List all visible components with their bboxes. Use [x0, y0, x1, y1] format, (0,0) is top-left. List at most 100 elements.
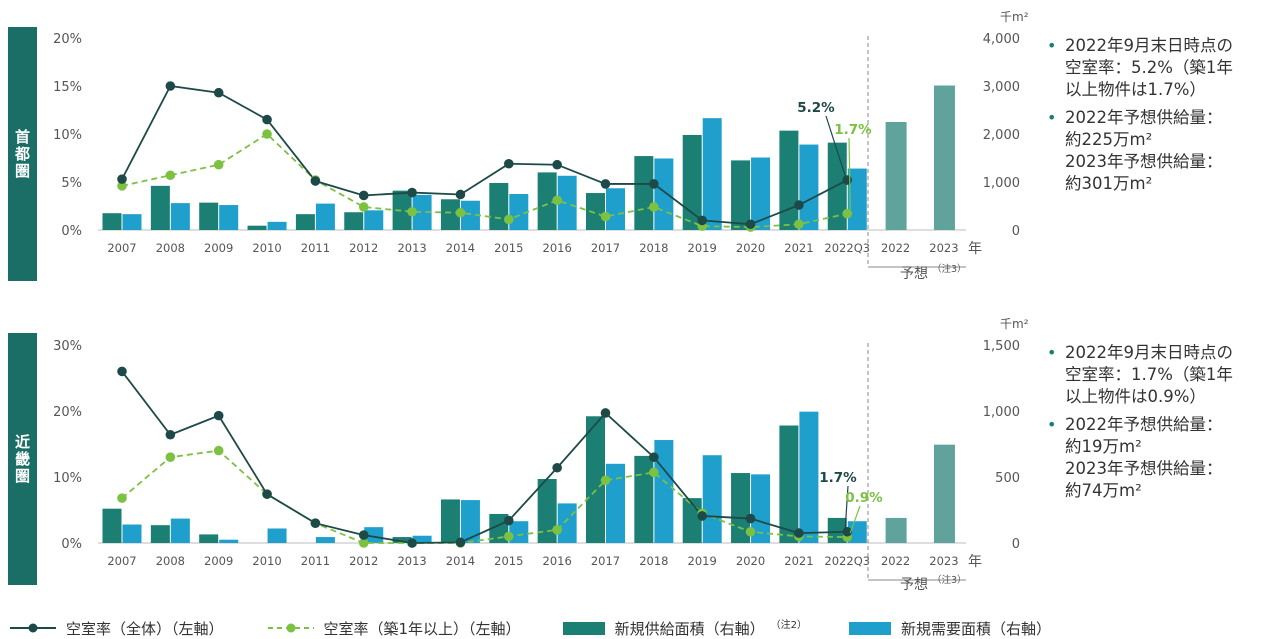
x-tick-label: 2009: [204, 554, 233, 568]
legend-note: （注2）: [770, 619, 807, 631]
supply-bar: [537, 172, 557, 230]
demand-bar: [557, 175, 577, 230]
y-right-tick-label: 4,000: [983, 32, 1020, 47]
vacancy-new-point: [407, 206, 417, 217]
vacancy-all-point: [358, 530, 369, 540]
demand-bar: [460, 200, 480, 230]
note-line: 以上物件は1.7%）: [1065, 80, 1206, 99]
x-tick-label: 2012: [349, 241, 378, 255]
legend-demand: 新規需要面積（右軸）: [848, 618, 1051, 639]
y-left-tick-label: 20%: [53, 32, 82, 47]
note-supply-kinki: • 2022年予想供給量： 約19万m² 2023年予想供給量： 約74万m²: [1045, 414, 1270, 502]
y-left-tick-label: 5%: [61, 176, 82, 191]
y-right-tick-label: 1,000: [983, 405, 1020, 420]
x-tick-label: 2010: [252, 554, 281, 568]
y-left-tick-label: 15%: [53, 80, 82, 95]
legend-vacancy-new: 空室率（築1年以上）（左軸）: [266, 618, 521, 639]
legend-swatch-supply: [562, 621, 605, 635]
vacancy-all-point: [504, 158, 514, 169]
note-line: 約19万m²: [1065, 437, 1142, 456]
vacancy-all-point: [842, 526, 853, 537]
x-tick-label: 2015: [494, 554, 523, 568]
note-line: 約225万m²: [1065, 130, 1153, 149]
demand-bar: [170, 203, 190, 230]
x-tick-label: 2013: [397, 241, 426, 255]
y-right-unit: 千m²: [1000, 10, 1029, 24]
vacancy-all-point: [213, 87, 224, 98]
forecast-note: （注3）: [932, 263, 967, 275]
y-right-tick-label: 0: [1012, 537, 1020, 552]
notes-kinki: • 2022年9月末日時点の 空室率：1.7%（築1年 以上物件は0.9%） •…: [1045, 342, 1270, 508]
demand-bar: [412, 535, 432, 543]
x-tick-label: 2011: [301, 241, 330, 255]
vacancy-new-point: [358, 538, 369, 548]
supply-bar: [489, 513, 509, 543]
x-axis-year-label: 年: [968, 241, 982, 257]
supply-bar: [537, 478, 557, 543]
vacancy-new-point: [600, 475, 611, 486]
x-tick-label: 2020: [736, 554, 765, 568]
x-tick-label: 2020: [736, 241, 765, 255]
vacancy-all-point: [455, 537, 466, 548]
demand-bar: [654, 440, 674, 543]
vacancy-new-point: [213, 445, 224, 456]
y-left-tick-label: 30%: [53, 339, 82, 354]
vacancy-new-callout-leader: [849, 505, 861, 534]
demand-bar: [122, 214, 142, 230]
vacancy-all-line: [121, 370, 848, 544]
supply-bar: [731, 160, 751, 230]
note-line: 約74万m²: [1065, 481, 1142, 500]
forecast-label: 予想: [900, 266, 928, 282]
legend-swatch-demand: [848, 621, 891, 635]
vacancy-all-point: [794, 528, 804, 538]
x-tick-label: 2014: [446, 241, 475, 255]
y-right-tick-label: 1,500: [983, 339, 1020, 354]
y-right-tick-label: 3,000: [983, 80, 1020, 95]
x-tick-label: 2013: [397, 554, 426, 568]
demand-bar: [702, 455, 722, 543]
forecast-supply-bar: [933, 85, 955, 231]
y-right-tick-label: 0: [1012, 224, 1020, 239]
y-right-tick-label: 1,000: [983, 176, 1020, 191]
demand-bar: [364, 210, 384, 230]
demand-bar: [509, 194, 529, 230]
x-tick-label: 2018: [639, 554, 668, 568]
x-tick-label: 2022Q3: [824, 241, 870, 255]
note-line: 2022年予想供給量：: [1065, 108, 1223, 127]
legend-label: 新規需要面積（右軸）: [900, 619, 1051, 638]
demand-bar: [654, 158, 674, 230]
note-line: 約301万m²: [1065, 174, 1153, 193]
vacancy-new-point: [165, 452, 176, 463]
legend-line-solid-icon: [10, 623, 56, 633]
vacancy-new-point: [504, 531, 514, 542]
vacancy-all-point: [117, 366, 127, 377]
vacancy-new-point: [600, 211, 611, 222]
vacancy-all-callout-leader: [825, 115, 846, 177]
supply-bar: [199, 534, 219, 543]
note-line: 2022年9月末日時点の: [1065, 36, 1233, 55]
vacancy-all-callout-leader: [844, 485, 849, 528]
vacancy-all-callout: 5.2%: [797, 100, 835, 116]
supply-bar: [102, 508, 122, 543]
y-right-tick-label: 2,000: [983, 128, 1020, 143]
demand-bar: [122, 524, 142, 543]
vacancy-all-point: [117, 174, 127, 184]
supply-bar: [150, 185, 170, 230]
x-tick-label: 2018: [639, 241, 668, 255]
legend-line-dashed-icon: [267, 623, 314, 633]
vacancy-all-point: [600, 408, 611, 418]
x-tick-label: 2021: [784, 554, 813, 568]
vacancy-all-point: [407, 187, 417, 198]
x-tick-label: 2023: [929, 241, 958, 255]
x-tick-label: 2017: [591, 554, 620, 568]
note-line: 以上物件は0.9%）: [1065, 387, 1206, 406]
forecast-label: 予想: [900, 577, 928, 593]
x-tick-label: 2016: [543, 554, 572, 568]
vacancy-all-point: [552, 159, 562, 170]
supply-bar: [634, 156, 654, 230]
vacancy-new-line: [121, 132, 848, 229]
demand-bar: [799, 411, 819, 543]
x-tick-label: 2019: [688, 241, 717, 255]
x-tick-label: 2008: [156, 241, 185, 255]
vacancy-new-point: [117, 493, 127, 503]
